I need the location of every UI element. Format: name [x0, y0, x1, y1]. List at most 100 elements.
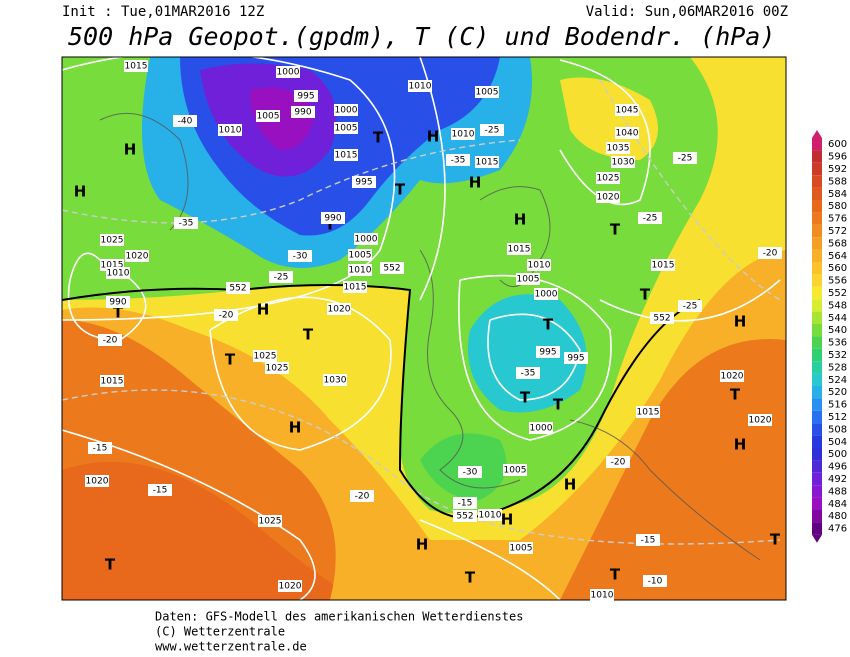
scale-swatch	[812, 423, 822, 436]
pressure-center: H	[734, 436, 747, 454]
label-box	[636, 406, 660, 418]
label-box	[343, 281, 367, 293]
pressure-center: T	[770, 531, 781, 549]
label-box	[615, 104, 639, 116]
contour-label: -35	[451, 156, 466, 166]
scale-label: 544	[828, 313, 847, 324]
contour-label: 1025	[266, 364, 289, 374]
contour-label: 1010	[452, 130, 475, 140]
label-box	[451, 128, 475, 140]
scale-swatch	[812, 522, 822, 535]
label-box	[446, 154, 470, 166]
contour-label: -40	[178, 117, 193, 127]
scale-label: 560	[828, 263, 847, 274]
contour-label: 995	[297, 92, 314, 102]
label-box	[291, 106, 315, 118]
scale-swatch	[812, 138, 822, 151]
contour-label: 1015	[125, 62, 148, 72]
scale-label: 516	[828, 400, 847, 411]
scale-label: 520	[828, 387, 847, 398]
contour-label: 552	[456, 512, 473, 522]
label-box	[276, 66, 300, 78]
scale-swatch	[812, 460, 822, 473]
label-box	[651, 259, 675, 271]
contour-label: 1015	[344, 283, 367, 293]
label-box	[596, 172, 620, 184]
scale-label: 556	[828, 276, 847, 287]
contour-label: 1000	[277, 68, 300, 78]
scale-label: 600	[828, 139, 847, 150]
contour-label: 552	[653, 314, 670, 324]
contour-label: -15	[458, 499, 473, 509]
scale-label: 484	[828, 499, 847, 510]
pressure-center: T	[325, 216, 336, 234]
label-box	[148, 484, 172, 496]
scale-label: 576	[828, 214, 847, 225]
pressure-center: H	[74, 183, 87, 201]
label-box	[334, 104, 358, 116]
contour-label: 1030	[324, 376, 347, 386]
scale-label: 480	[828, 511, 847, 522]
pressure-center: T	[303, 326, 314, 344]
scale-swatch	[812, 448, 822, 461]
pressure-center: T	[640, 286, 651, 304]
label-box	[529, 422, 553, 434]
scale-label: 584	[828, 189, 847, 200]
contour-label: 1030	[612, 158, 635, 168]
scale-swatch	[812, 262, 822, 275]
label-box	[478, 509, 502, 521]
scale-label: 532	[828, 350, 847, 361]
contour-label: -20	[611, 458, 626, 468]
contour-label: 990	[109, 298, 126, 308]
contour-label: 1010	[528, 261, 551, 271]
label-box	[615, 127, 639, 139]
scale-label: 568	[828, 238, 847, 249]
map-field	[62, 57, 786, 600]
pressure-center: T	[730, 386, 741, 404]
label-box	[124, 60, 148, 72]
label-box	[475, 156, 499, 168]
pressure-center: T	[395, 181, 406, 199]
label-box	[678, 300, 702, 312]
label-box	[265, 362, 289, 374]
footer-source: Daten: GFS-Modell des amerikanischen Wet…	[155, 610, 523, 624]
contour-label: -15	[153, 486, 168, 496]
footer-url: www.wetterzentrale.de	[155, 640, 307, 654]
label-box	[106, 296, 130, 308]
label-box	[278, 580, 302, 592]
contour-label: 552	[383, 264, 400, 274]
label-box	[253, 350, 277, 362]
scale-arrow-top	[812, 130, 822, 138]
pressure-center: H	[416, 536, 429, 554]
contour-label: 1020	[328, 305, 351, 315]
pressure-center: H	[257, 301, 270, 319]
contour-label: 1005	[476, 88, 499, 98]
label-box	[258, 515, 282, 527]
label-box	[348, 264, 372, 276]
scale-label: 524	[828, 375, 847, 386]
label-box	[173, 115, 197, 127]
scale-swatch	[812, 187, 822, 200]
contour-label: 1005	[257, 112, 280, 122]
contour-label: -25	[683, 302, 698, 312]
contour-label: 1015	[652, 261, 675, 271]
scale-swatch	[812, 472, 822, 486]
label-box	[348, 249, 372, 261]
label-box	[352, 176, 376, 188]
scale-label: 580	[828, 201, 847, 212]
label-box	[748, 414, 772, 426]
contour-label: 995	[539, 348, 556, 358]
label-box	[636, 534, 660, 546]
label-box	[606, 142, 630, 154]
pressure-center: H	[501, 511, 514, 529]
scale-swatch	[812, 398, 822, 411]
contour-label: 1015	[476, 158, 499, 168]
label-box	[327, 303, 351, 315]
scale-swatch	[812, 175, 822, 188]
label-box	[269, 271, 293, 283]
label-box	[323, 374, 347, 386]
contour-label: 552	[229, 284, 246, 294]
contour-label: 995	[355, 178, 372, 188]
label-box	[85, 475, 109, 487]
label-box	[98, 334, 122, 346]
